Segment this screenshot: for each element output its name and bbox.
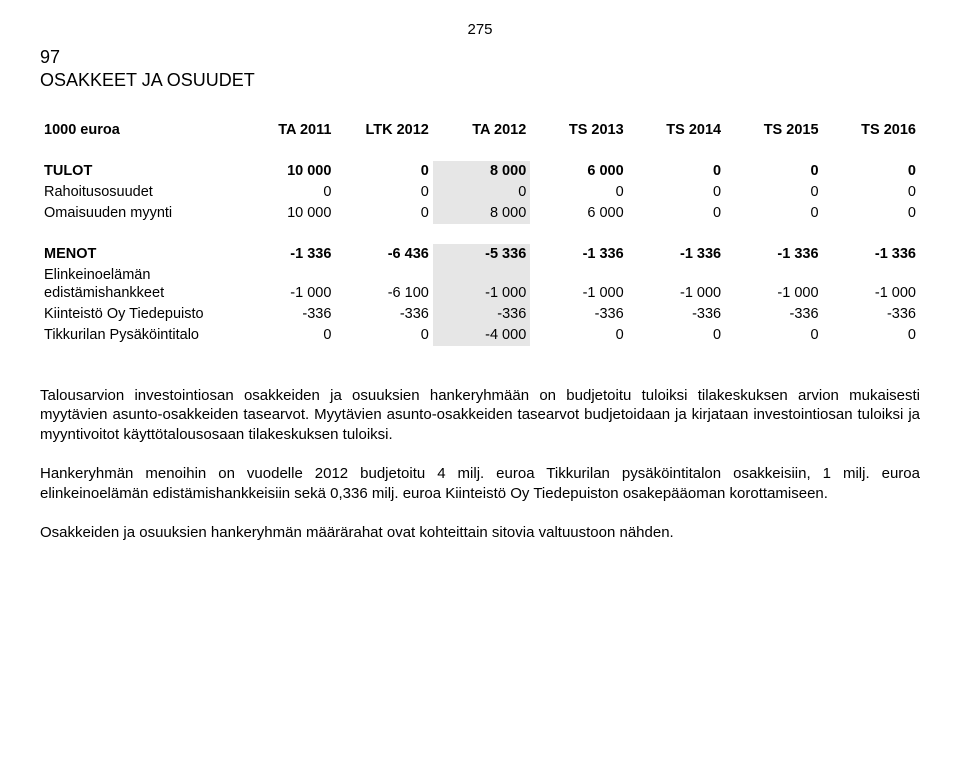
row-label: Kiinteistö Oy Tiedepuisto	[40, 304, 238, 325]
cell: 0	[335, 203, 432, 224]
paragraph: Hankeryhmän menoihin on vuodelle 2012 bu…	[40, 464, 920, 503]
cell: 0	[238, 182, 335, 203]
cell: 0	[335, 325, 432, 346]
paragraph: Talousarvion investointiosan osakkeiden …	[40, 386, 920, 445]
cell: -6 100	[335, 265, 432, 305]
cell: 0	[823, 203, 920, 224]
table-row: Elinkeinoelämän edistämishankkeet-1 000-…	[40, 265, 920, 305]
cell: 0	[335, 161, 432, 182]
cell: 0	[628, 161, 725, 182]
cell: -336	[433, 304, 530, 325]
unit-label: 1000 euroa	[40, 120, 238, 141]
cell: 0	[725, 325, 822, 346]
column-header: TA 2011	[238, 120, 335, 141]
cell: -1 336	[628, 244, 725, 265]
column-header: TS 2014	[628, 120, 725, 141]
cell: 6 000	[530, 161, 627, 182]
row-label: MENOT	[40, 244, 238, 265]
cell: 8 000	[433, 203, 530, 224]
cell: 0	[725, 203, 822, 224]
cell: 0	[628, 203, 725, 224]
cell: 0	[530, 182, 627, 203]
row-label: Tikkurilan Pysäköintitalo	[40, 325, 238, 346]
cell: -1 000	[238, 265, 335, 305]
cell: 0	[725, 161, 822, 182]
cell: -1 336	[823, 244, 920, 265]
cell: 0	[335, 182, 432, 203]
table-row: TULOT10 00008 0006 000000	[40, 161, 920, 182]
table-header-row: 1000 euroa TA 2011LTK 2012TA 2012TS 2013…	[40, 120, 920, 141]
cell: -1 336	[530, 244, 627, 265]
cell: -1 000	[725, 265, 822, 305]
spacer-row	[40, 224, 920, 244]
cell: 0	[628, 182, 725, 203]
cell: 0	[433, 182, 530, 203]
row-label: Elinkeinoelämän edistämishankkeet	[40, 265, 238, 305]
cell: 0	[530, 325, 627, 346]
cell: -336	[628, 304, 725, 325]
cell: -6 436	[335, 244, 432, 265]
column-header: TS 2016	[823, 120, 920, 141]
cell: -1 000	[823, 265, 920, 305]
column-header: TS 2015	[725, 120, 822, 141]
cell: -4 000	[433, 325, 530, 346]
table-row: Kiinteistö Oy Tiedepuisto-336-336-336-33…	[40, 304, 920, 325]
table-row: Omaisuuden myynti10 00008 0006 000000	[40, 203, 920, 224]
page-number: 275	[40, 20, 920, 40]
cell: 0	[238, 325, 335, 346]
column-header: TS 2013	[530, 120, 627, 141]
cell: 0	[725, 182, 822, 203]
cell: -1 000	[433, 265, 530, 305]
table-row: MENOT-1 336-6 436-5 336-1 336-1 336-1 33…	[40, 244, 920, 265]
column-header: TA 2012	[433, 120, 530, 141]
cell: 10 000	[238, 161, 335, 182]
column-header: LTK 2012	[335, 120, 432, 141]
cell: 8 000	[433, 161, 530, 182]
cell: -1 336	[238, 244, 335, 265]
table-row: Tikkurilan Pysäköintitalo00-4 0000000	[40, 325, 920, 346]
spacer-row	[40, 141, 920, 161]
paragraph: Osakkeiden ja osuuksien hankeryhmän määr…	[40, 523, 920, 543]
cell: 0	[823, 182, 920, 203]
financial-table: 1000 euroa TA 2011LTK 2012TA 2012TS 2013…	[40, 120, 920, 346]
table-row: Rahoitusosuudet0000000	[40, 182, 920, 203]
cell: -1 000	[628, 265, 725, 305]
cell: -1 336	[725, 244, 822, 265]
body-text: Talousarvion investointiosan osakkeiden …	[40, 386, 920, 543]
section-number: 97	[40, 46, 920, 69]
row-label: TULOT	[40, 161, 238, 182]
cell: 0	[823, 325, 920, 346]
cell: -5 336	[433, 244, 530, 265]
cell: 10 000	[238, 203, 335, 224]
cell: -336	[725, 304, 822, 325]
cell: -336	[238, 304, 335, 325]
cell: 6 000	[530, 203, 627, 224]
cell: -336	[530, 304, 627, 325]
row-label: Rahoitusosuudet	[40, 182, 238, 203]
table-body: TULOT10 00008 0006 000000Rahoitusosuudet…	[40, 141, 920, 346]
page: 275 97 OSAKKEET JA OSUUDET 1000 euroa TA…	[20, 0, 940, 583]
cell: 0	[628, 325, 725, 346]
row-label: Omaisuuden myynti	[40, 203, 238, 224]
cell: 0	[823, 161, 920, 182]
cell: -336	[823, 304, 920, 325]
cell: -1 000	[530, 265, 627, 305]
section-title: OSAKKEET JA OSUUDET	[40, 69, 920, 92]
cell: -336	[335, 304, 432, 325]
